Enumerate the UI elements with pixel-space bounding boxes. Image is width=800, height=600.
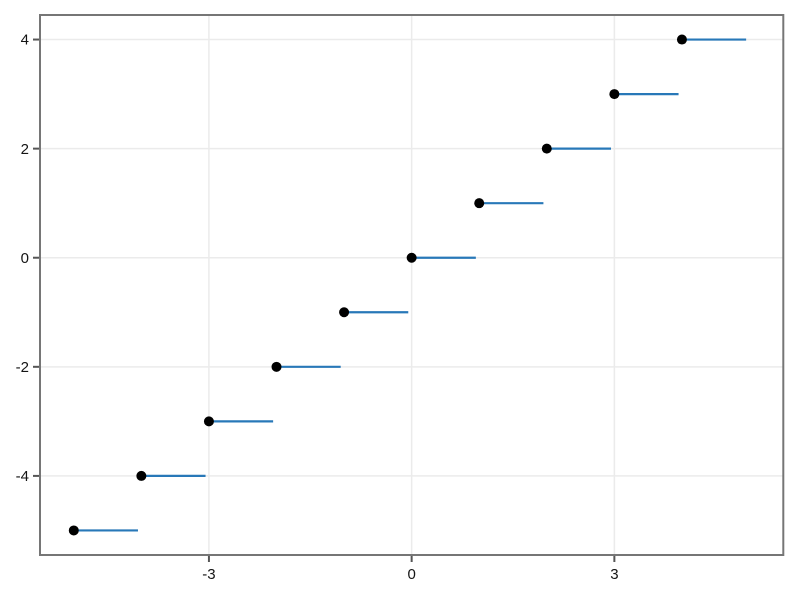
x-tick-label: 0	[407, 566, 415, 583]
y-tick-label: -4	[16, 468, 29, 485]
axis-frame	[39, 14, 785, 556]
data-point	[609, 89, 620, 100]
data-point	[339, 307, 350, 318]
x-tick-label: 3	[610, 566, 618, 583]
data-point	[541, 143, 552, 154]
data-point	[271, 361, 282, 372]
y-tick-label: 2	[21, 141, 29, 158]
data-point	[676, 34, 687, 45]
y-tick-label: 0	[21, 250, 29, 267]
data-point	[203, 416, 214, 427]
data-point	[406, 252, 417, 263]
data-point	[474, 198, 485, 209]
y-tick-label: -2	[16, 359, 29, 376]
data-point	[136, 470, 147, 481]
x-tick-label: -3	[202, 566, 215, 583]
y-tick-label: 4	[21, 32, 29, 49]
data-point	[68, 525, 79, 536]
